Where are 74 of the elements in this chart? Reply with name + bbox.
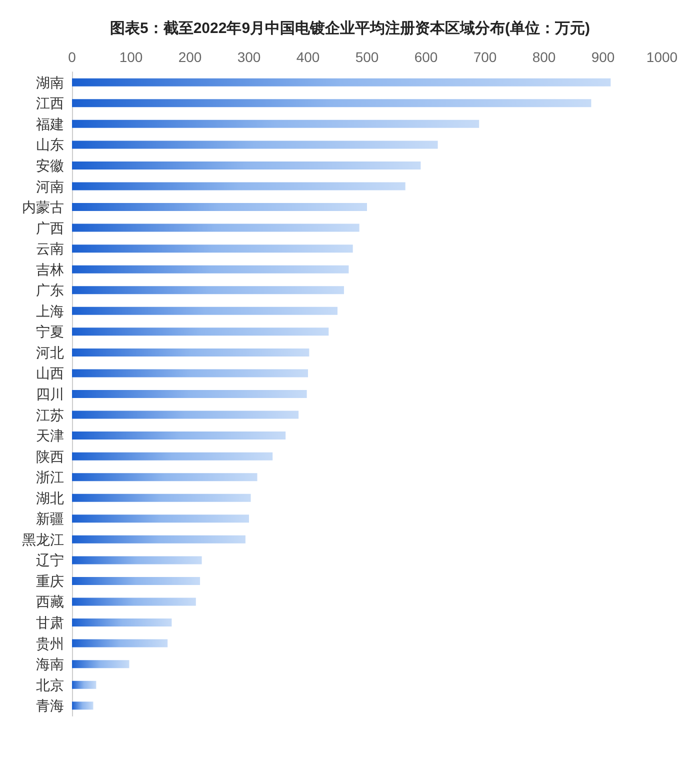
bar: [72, 452, 273, 460]
y-tick-label: 青海: [36, 698, 64, 714]
y-tick-label: 福建: [36, 116, 64, 132]
y-tick-label: 黑龙江: [22, 531, 64, 548]
bar: [72, 369, 308, 378]
x-tick-label: 500: [355, 49, 379, 65]
y-tick-label: 重庆: [36, 572, 64, 589]
bar: [72, 576, 200, 585]
bar: [72, 680, 96, 689]
bar: [72, 598, 196, 606]
bar: [72, 556, 202, 564]
x-tick-label: 0: [68, 49, 76, 65]
bar: [72, 702, 94, 710]
bar: [72, 306, 338, 315]
y-tick-label: 四川: [36, 386, 64, 402]
x-tick-label: 200: [178, 49, 202, 65]
y-tick-label: 安徽: [36, 157, 64, 174]
y-tick-label: 甘肃: [36, 614, 64, 631]
x-tick-label: 1000: [646, 49, 678, 65]
bar: [72, 410, 299, 419]
y-tick-label: 西藏: [36, 594, 64, 610]
bar: [72, 286, 344, 294]
bar: [72, 473, 258, 482]
bar: [72, 120, 480, 128]
y-tick-label: 河北: [36, 344, 64, 360]
bar: [72, 99, 592, 108]
x-tick-label: 600: [414, 49, 438, 65]
bar: [72, 78, 611, 86]
bar: [72, 224, 360, 232]
y-tick-label: 河南: [36, 178, 64, 194]
y-tick-label: 新疆: [36, 510, 64, 527]
y-tick-label: 内蒙古: [22, 199, 64, 216]
y-tick-label: 天津: [36, 428, 64, 444]
y-tick-label: 北京: [36, 676, 64, 693]
x-tick-label: 300: [237, 49, 261, 65]
y-tick-label: 海南: [36, 656, 64, 672]
chart-title: 图表5：截至2022年9月中国电镀企业平均注册资本区域分布(单位：万元): [110, 19, 590, 37]
y-tick-label: 山东: [36, 136, 64, 153]
bar: [72, 618, 172, 627]
x-tick-label: 900: [591, 49, 615, 65]
y-tick-label: 陕西: [36, 448, 64, 464]
bar: [72, 182, 406, 190]
y-tick-label: 上海: [36, 302, 64, 319]
y-tick-label: 贵州: [36, 635, 64, 652]
y-tick-label: 浙江: [36, 469, 64, 486]
bar: [72, 390, 307, 398]
y-tick-label: 吉林: [36, 261, 64, 278]
bar: [72, 348, 310, 356]
bar: [72, 660, 130, 668]
bar: [72, 140, 438, 149]
bar: [72, 244, 353, 253]
y-tick-label: 湖北: [36, 490, 64, 506]
y-tick-label: 江苏: [36, 406, 64, 423]
y-tick-label: 湖南: [36, 74, 64, 90]
x-tick-label: 400: [296, 49, 320, 65]
y-tick-label: 江西: [36, 95, 64, 112]
x-tick-label: 800: [532, 49, 556, 65]
bar: [72, 639, 168, 648]
y-tick-label: 辽宁: [36, 552, 64, 568]
bar: [72, 203, 367, 212]
bar: [72, 265, 349, 274]
bar: [72, 494, 251, 502]
bar: [72, 328, 329, 336]
x-tick-label: 100: [119, 49, 143, 65]
x-tick-label: 700: [473, 49, 497, 65]
y-tick-label: 广西: [36, 220, 64, 236]
y-tick-label: 宁夏: [36, 324, 64, 340]
bar: [72, 514, 249, 523]
bar: [72, 432, 286, 440]
bar: [72, 161, 421, 170]
bar: [72, 535, 246, 544]
y-tick-label: 山西: [36, 365, 64, 382]
y-tick-label: 云南: [36, 240, 64, 257]
y-tick-label: 广东: [36, 282, 64, 298]
